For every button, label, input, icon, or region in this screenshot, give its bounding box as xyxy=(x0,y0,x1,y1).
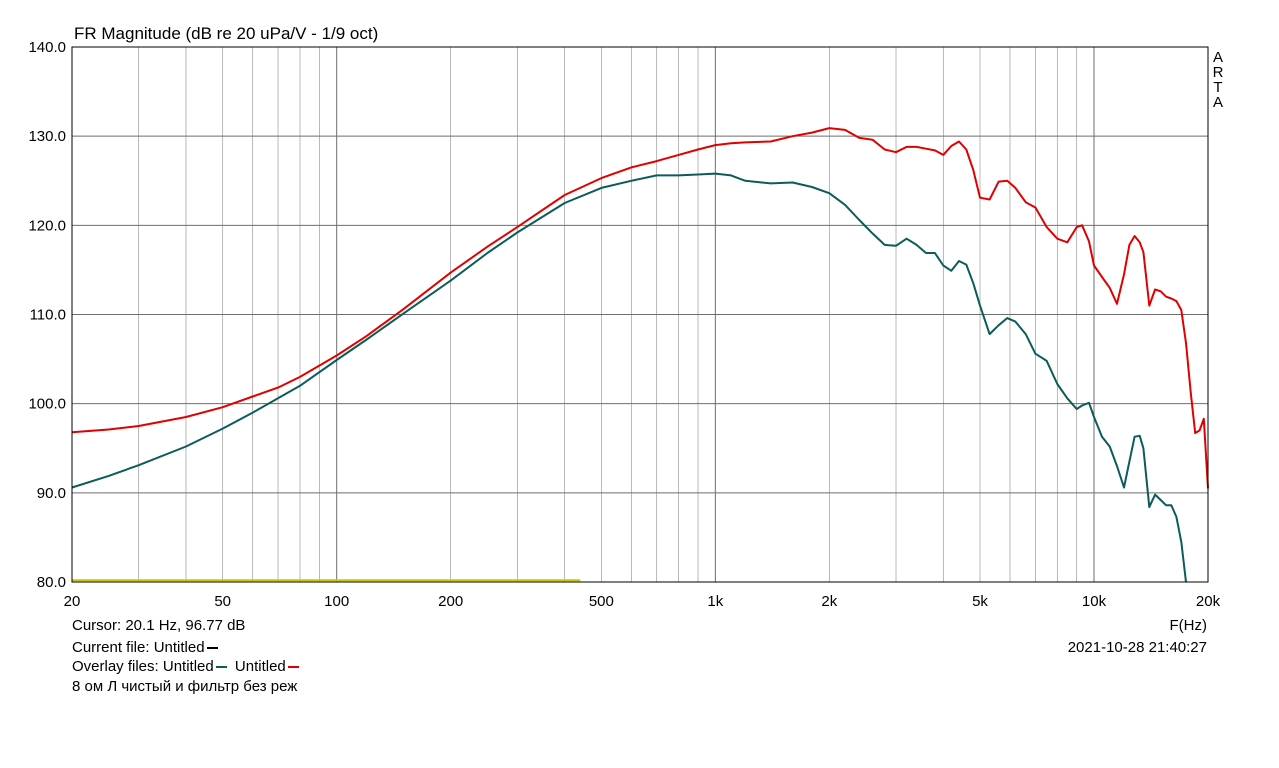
overlay-files-label: Overlay files: Untitled Untitled xyxy=(72,658,299,676)
y-tick-label: 130.0 xyxy=(28,128,66,145)
x-tick-label: 500 xyxy=(589,593,614,610)
y-tick-label: 140.0 xyxy=(28,39,66,56)
overlay-files-text: Overlay files: xyxy=(72,658,159,675)
overlay-file-2: Untitled xyxy=(234,658,286,675)
traces xyxy=(71,127,1209,583)
x-tick-label: 20k xyxy=(1196,593,1221,610)
x-tick-label: 50 xyxy=(214,593,231,610)
x-tick-label: 10k xyxy=(1082,593,1107,610)
x-axis-unit-label: F(Hz) xyxy=(1169,617,1208,634)
y-axis-labels: 80.0 90.0 100.0 110.0 120.0 130.0 140.0 xyxy=(28,39,66,591)
y-tick-label: 120.0 xyxy=(28,217,66,234)
x-tick-label: 20 xyxy=(64,593,81,610)
timestamp: 2021-10-28 21:40:27 xyxy=(1067,639,1207,656)
x-axis-labels: 20 50 100 200 500 1k 2k 5k 10k 20k xyxy=(64,593,1221,610)
major-grid xyxy=(72,47,1208,582)
overlay-file-1: Untitled xyxy=(162,658,214,675)
series-1-line xyxy=(71,172,1187,583)
current-file-label: Current file: Untitled xyxy=(72,639,218,657)
x-tick-label: 1k xyxy=(707,593,723,610)
chart-title: FR Magnitude (dB re 20 uPa/V - 1/9 oct) xyxy=(74,24,378,43)
current-file-text: Current file: Untitled xyxy=(72,639,205,656)
y-tick-label: 90.0 xyxy=(37,485,66,502)
brand-letter: T xyxy=(1213,79,1222,96)
y-tick-label: 100.0 xyxy=(28,396,66,413)
y-tick-label: 110.0 xyxy=(30,307,66,324)
cursor-readout: Cursor: 20.1 Hz, 96.77 dB xyxy=(72,617,246,634)
series-2-line xyxy=(71,127,1209,489)
brand-letter: R xyxy=(1213,64,1224,81)
brand-letter: A xyxy=(1213,94,1223,111)
overlay-2-swatch xyxy=(287,666,299,669)
x-tick-label: 2k xyxy=(821,593,837,610)
x-tick-label: 100 xyxy=(324,593,349,610)
measurement-comment: 8 ом Л чистый и фильтр без реж xyxy=(72,678,298,695)
current-file-swatch xyxy=(206,647,218,650)
plot-frame xyxy=(71,46,1209,583)
overlay-1-swatch xyxy=(215,666,227,669)
x-tick-label: 5k xyxy=(972,593,988,610)
y-tick-label: 80.0 xyxy=(37,574,66,591)
brand-letter: A xyxy=(1213,49,1223,66)
x-tick-label: 200 xyxy=(438,593,463,610)
